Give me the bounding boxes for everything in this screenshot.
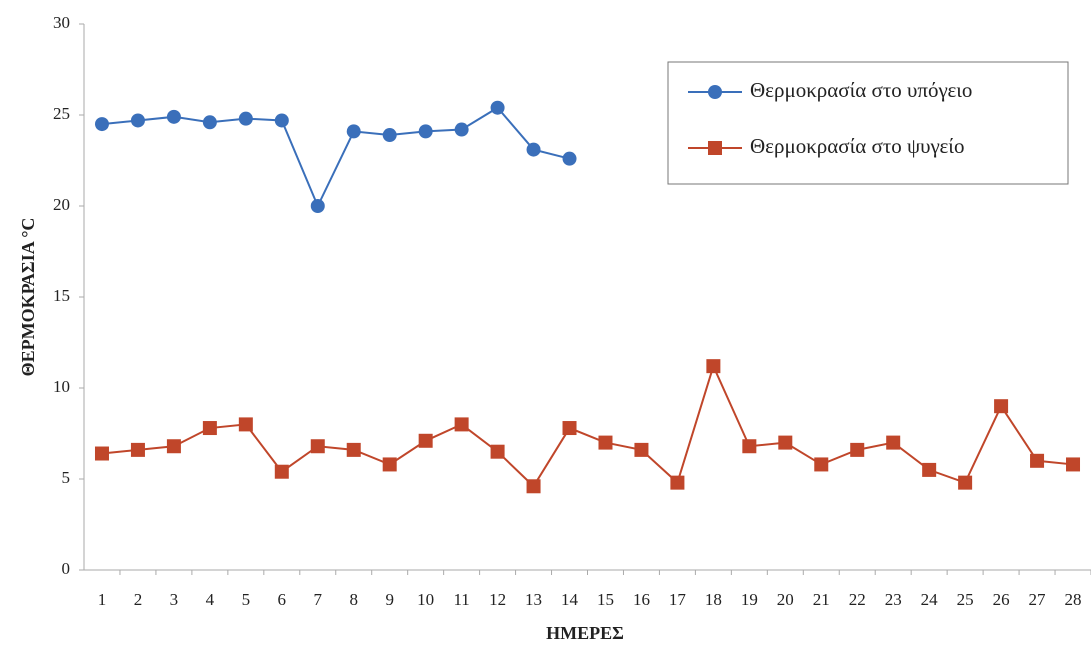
marker [526, 479, 541, 494]
marker [850, 442, 865, 457]
marker [202, 421, 217, 436]
marker [1066, 457, 1081, 472]
marker [274, 113, 289, 128]
marker [598, 435, 613, 450]
x-tick-label: 5 [242, 590, 251, 609]
series-line [101, 363, 1074, 488]
marker [238, 417, 253, 432]
marker [382, 128, 397, 143]
marker [708, 85, 722, 99]
x-tick-label: 26 [993, 590, 1010, 609]
marker [346, 442, 361, 457]
y-tick-label: 20 [53, 195, 70, 214]
x-tick-label: 18 [705, 590, 722, 609]
x-tick-label: 11 [453, 590, 469, 609]
legend-box [667, 61, 1069, 185]
y-tick-label: 30 [53, 13, 70, 32]
y-axis-label: ΘΕΡΜΟΚΡΑΣΙΑ °C [18, 218, 38, 377]
marker [238, 111, 253, 126]
marker [708, 141, 722, 155]
marker [490, 100, 505, 115]
x-tick-label: 10 [417, 590, 434, 609]
marker [310, 439, 325, 454]
marker [634, 442, 649, 457]
x-tick-label: 27 [1029, 590, 1047, 609]
y-tick-label: 15 [53, 286, 70, 305]
x-tick-label: 13 [525, 590, 542, 609]
marker [274, 464, 289, 479]
x-axis-label: ΗΜΕΡΕΣ [546, 623, 624, 643]
marker [130, 113, 145, 128]
marker [778, 435, 793, 450]
x-tick-label: 24 [921, 590, 939, 609]
marker [886, 435, 901, 450]
x-tick-label: 19 [741, 590, 758, 609]
marker [202, 115, 217, 130]
marker [130, 442, 145, 457]
marker [922, 462, 937, 477]
marker [418, 124, 433, 139]
x-tick-label: 25 [957, 590, 974, 609]
x-tick-label: 22 [849, 590, 866, 609]
marker [310, 199, 325, 213]
marker [166, 439, 181, 454]
x-tick-label: 21 [813, 590, 830, 609]
marker [742, 439, 757, 454]
x-tick-label: 17 [669, 590, 687, 609]
marker [382, 457, 397, 472]
x-tick-label: 16 [633, 590, 650, 609]
marker [454, 417, 469, 432]
x-tick-label: 4 [206, 590, 215, 609]
x-tick-label: 12 [489, 590, 506, 609]
marker [94, 117, 109, 132]
marker [562, 421, 577, 436]
legend-label: Θερμοκρασία στο ψυγείο [750, 134, 964, 158]
y-tick-label: 5 [62, 468, 71, 487]
y-tick-label: 10 [53, 377, 70, 396]
marker [958, 475, 973, 490]
y-tick-label: 25 [53, 104, 70, 123]
marker [418, 433, 433, 448]
marker [526, 142, 541, 157]
marker [706, 359, 721, 374]
legend-label: Θερμοκρασία στο υπόγειο [750, 78, 972, 102]
x-tick-label: 6 [278, 590, 287, 609]
marker [670, 475, 685, 490]
x-tick-label: 15 [597, 590, 614, 609]
marker [166, 109, 181, 124]
x-tick-label: 7 [314, 590, 323, 609]
x-tick-label: 1 [98, 590, 107, 609]
marker [94, 446, 109, 461]
y-tick-label: 0 [62, 559, 71, 578]
x-tick-label: 8 [349, 590, 358, 609]
x-tick-label: 23 [885, 590, 902, 609]
x-tick-label: 20 [777, 590, 794, 609]
x-tick-label: 14 [561, 590, 579, 609]
marker [454, 122, 469, 137]
marker [490, 444, 505, 459]
marker [346, 124, 361, 139]
x-tick-label: 28 [1065, 590, 1082, 609]
x-tick-label: 9 [385, 590, 394, 609]
x-tick-label: 3 [170, 590, 179, 609]
marker [562, 151, 577, 166]
marker [814, 457, 829, 472]
marker [994, 399, 1009, 414]
marker [1030, 453, 1045, 468]
x-tick-label: 2 [134, 590, 143, 609]
